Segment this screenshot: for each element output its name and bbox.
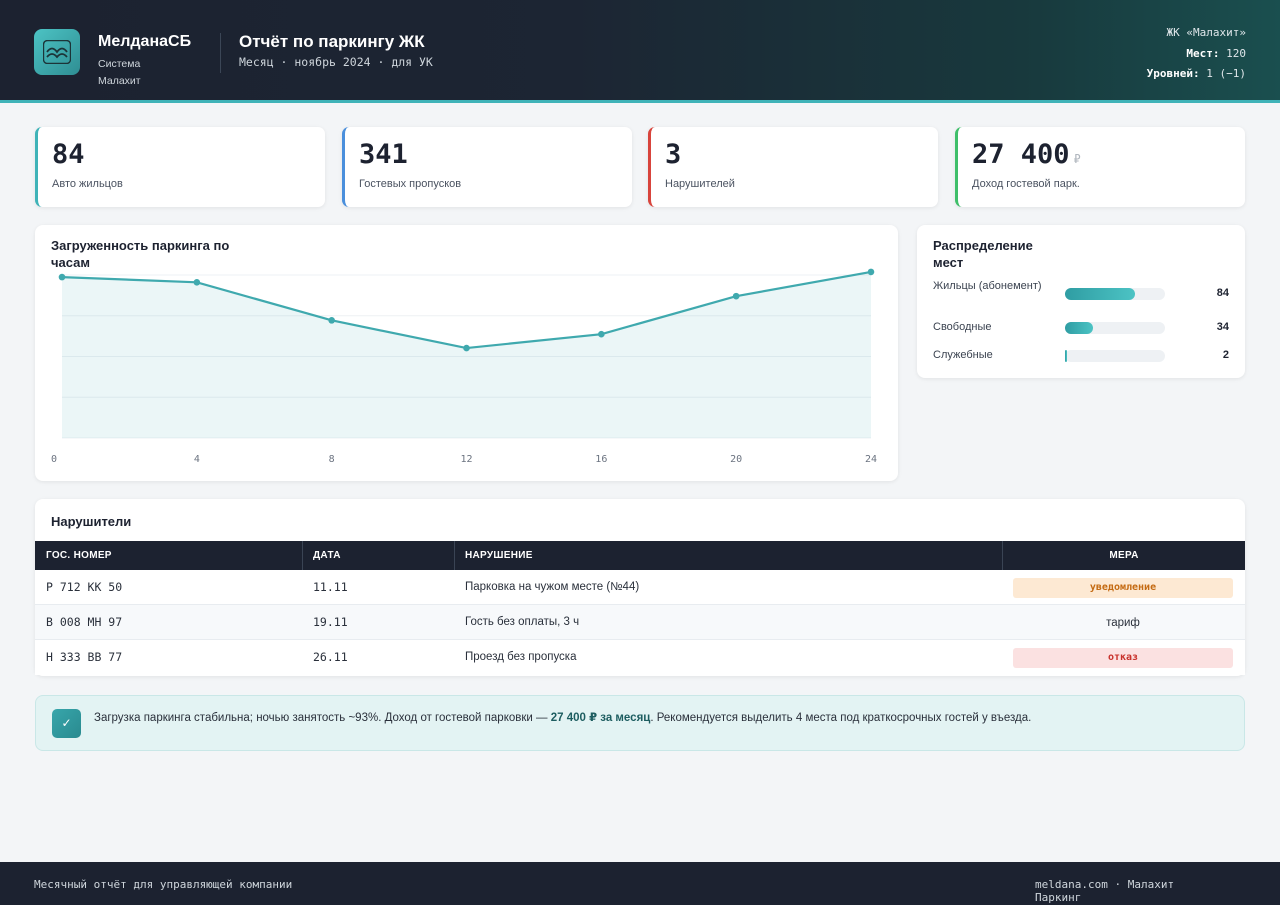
- distribution-value: 84: [1216, 287, 1229, 299]
- data-point: [463, 344, 470, 352]
- kpi-value: 84: [52, 139, 85, 170]
- column-header-date: ДАТА: [313, 550, 341, 561]
- kpi-card-resident-cars: 84 Авто жильцов: [35, 127, 325, 207]
- distribution-card: Распределение мест Жильцы (абонемент) 84…: [917, 225, 1245, 378]
- date-cell: 19.11: [313, 615, 348, 629]
- kpi-card-violators: 3 Нарушителей: [648, 127, 938, 207]
- table-row: Н 333 ВВ 77 26.11 Проезд без пропуска от…: [35, 640, 1245, 675]
- plate-cell: Н 333 ВВ 77: [46, 650, 123, 664]
- violation-cell: Проезд без пропуска: [465, 651, 577, 663]
- occupancy-chart: 0 4 8 12 16 20 24: [51, 268, 877, 465]
- table-row: Р 712 КК 50 11.11 Парковка на чужом мест…: [35, 570, 1245, 605]
- measure-badge-danger: отказ: [1013, 648, 1233, 668]
- column-divider: [454, 541, 455, 570]
- distribution-bar-fill: [1065, 288, 1135, 300]
- kpi-value: 3: [665, 139, 682, 170]
- occupancy-area: [62, 271, 871, 438]
- distribution-label: Свободные: [933, 321, 992, 333]
- chart-title: Загруженность паркинга по часам: [51, 238, 230, 270]
- plate-cell: Р 712 КК 50: [46, 580, 123, 594]
- x-tick-label: 4: [194, 454, 200, 465]
- conclusion-text-part: . Рекомендуется выделить 4 места под кра…: [650, 712, 1032, 724]
- column-header-violation: НАРУШЕНИЕ: [465, 550, 533, 561]
- x-tick-label: 16: [595, 454, 607, 465]
- brand-subtitle: Система Малахит: [98, 58, 141, 87]
- distribution-label: Жильцы (абонемент): [933, 280, 1042, 292]
- column-header-plate: ГОС. НОМЕР: [46, 550, 112, 561]
- conclusion-text: Загрузка паркинга стабильна; ночью занят…: [94, 710, 1031, 724]
- kpi-value: 27 400 ₽: [972, 139, 1081, 170]
- x-tick-label: 24: [865, 454, 877, 465]
- conclusion-highlight: 27 400 ₽ за месяц: [550, 712, 651, 724]
- data-point: [193, 279, 201, 286]
- brand-logo: [34, 29, 80, 75]
- measure-badge-warning: уведомление: [1013, 578, 1233, 598]
- currency-sign: ₽: [1073, 152, 1081, 166]
- kpi-value-number: 27 400: [972, 139, 1070, 170]
- kpi-card-guest-income: 27 400 ₽ Доход гостевой парк.: [955, 127, 1245, 207]
- complex-name: ЖК «Малахит»: [1166, 26, 1246, 39]
- kpi-card-guest-passes: 341 Гостевых пропусков: [342, 127, 632, 207]
- data-point: [732, 292, 740, 300]
- data-point: [598, 330, 605, 338]
- footer-left: Месячный отчёт для управляющей компании: [34, 878, 293, 891]
- violation-cell: Парковка на чужом месте (№44): [465, 581, 640, 593]
- data-point: [328, 317, 335, 324]
- conclusion-banner: ✓ Загрузка паркинга стабильна; ночью зан…: [35, 695, 1245, 751]
- footer-right: meldana.com · Малахит Паркинг: [1035, 878, 1175, 904]
- levels-label: Уровней:: [1146, 67, 1200, 80]
- distribution-row-free: Свободные 34: [933, 321, 1229, 349]
- distribution-label: Служебные: [933, 349, 993, 361]
- violation-cell: Гость без оплаты, 3 ч: [465, 616, 580, 628]
- spots-value: 120: [1226, 46, 1246, 60]
- x-tick-label: 0: [51, 454, 57, 465]
- kpi-label: Доход гостевой парк.: [972, 178, 1080, 190]
- data-point: [867, 268, 875, 276]
- report-title: Отчёт по паркингу ЖК: [239, 32, 425, 51]
- levels-value: 1 (−1): [1206, 67, 1246, 80]
- report-subtitle: Месяц · ноябрь 2024 · для УК: [239, 55, 433, 69]
- violators-table-header: ГОС. НОМЕР ДАТА НАРУШЕНИЕ МЕРА: [35, 541, 1245, 570]
- distribution-bar-fill: [1065, 322, 1093, 334]
- distribution-bar-track: [1065, 322, 1165, 334]
- date-cell: 11.11: [313, 580, 348, 594]
- distribution-bar-track: [1065, 288, 1165, 300]
- distribution-bar-track: [1065, 350, 1165, 362]
- report-footer: Месячный отчёт для управляющей компании …: [0, 862, 1280, 905]
- plate-cell: В 008 МН 97: [46, 615, 123, 629]
- kpi-label: Нарушителей: [665, 178, 735, 190]
- header-meta: ЖК «Малахит» Мест: 120 Уровней: 1 (−1): [1106, 23, 1246, 85]
- x-tick-label: 8: [329, 454, 335, 465]
- brand-name: МелданаСБ: [98, 33, 192, 50]
- distribution-row-service: Служебные 2: [933, 349, 1229, 377]
- distribution-value: 2: [1222, 349, 1229, 361]
- occupancy-chart-card: Загруженность паркинга по часам 0 4 8 12 16 2…: [35, 225, 898, 481]
- distribution-value: 34: [1216, 321, 1229, 333]
- distribution-row-residents: Жильцы (абонемент) 84: [933, 280, 1229, 308]
- column-divider: [1002, 541, 1003, 570]
- spots-label: Мест:: [1186, 46, 1220, 60]
- x-tick-label: 12: [460, 454, 472, 465]
- check-icon: ✓: [52, 709, 81, 738]
- kpi-label: Гостевых пропусков: [359, 178, 462, 190]
- levels-line: Уровней: 1 (−1): [1106, 64, 1246, 85]
- distribution-title: Распределение мест: [933, 238, 1033, 270]
- measure-text: тариф: [1106, 617, 1140, 629]
- report-header: МелданаСБ Система Малахит Отчёт по парки…: [0, 0, 1280, 103]
- data-point: [58, 273, 66, 281]
- kpi-value: 341: [359, 139, 408, 170]
- column-divider: [302, 541, 303, 570]
- column-header-measure: МЕРА: [1109, 550, 1139, 561]
- date-cell: 26.11: [313, 650, 348, 664]
- distribution-bar-fill: [1065, 350, 1067, 362]
- x-tick-label: 20: [730, 454, 742, 465]
- kpi-label: Авто жильцов: [52, 178, 123, 190]
- header-divider: [220, 33, 221, 73]
- spots-line: Мест: 120: [1106, 44, 1246, 65]
- malachite-logo-icon: [43, 40, 71, 64]
- conclusion-text-part: Загрузка паркинга стабильна; ночью занят…: [94, 712, 551, 724]
- violators-title: Нарушители: [51, 514, 132, 529]
- table-row: В 008 МН 97 19.11 Гость без оплаты, 3 ч …: [35, 605, 1245, 640]
